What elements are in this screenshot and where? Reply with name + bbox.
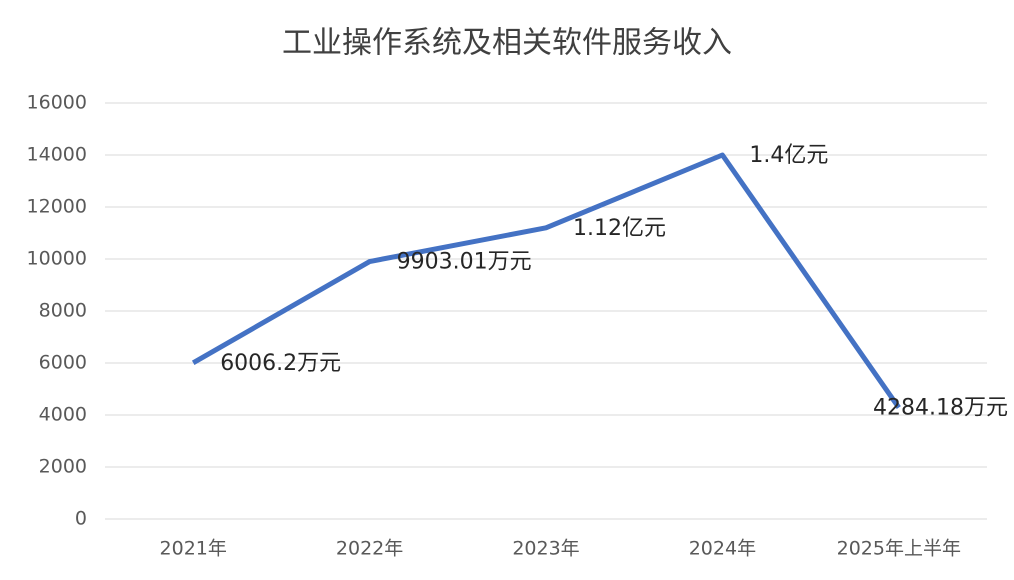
chart-title: 工业操作系统及相关软件服务收入 bbox=[282, 26, 732, 61]
y-tick-label: 10000 bbox=[27, 248, 87, 270]
x-tick-label: 2022年 bbox=[336, 538, 403, 560]
y-tick-label: 14000 bbox=[27, 144, 87, 166]
x-tick-label: 2025年上半年 bbox=[837, 538, 961, 560]
y-tick-label: 6000 bbox=[39, 352, 87, 374]
x-tick-label: 2021年 bbox=[160, 538, 227, 560]
x-tick-label: 2024年 bbox=[689, 538, 756, 560]
y-tick-label: 4000 bbox=[39, 404, 87, 426]
data-label: 1.12亿元 bbox=[573, 216, 666, 241]
y-tick-label: 0 bbox=[75, 508, 87, 530]
y-tick-label: 8000 bbox=[39, 300, 87, 322]
data-label: 4284.18万元 bbox=[873, 396, 1008, 421]
data-label: 6006.2万元 bbox=[220, 351, 341, 376]
line bbox=[191, 152, 901, 410]
data-label: 9903.01万元 bbox=[397, 250, 532, 275]
y-tick-label: 2000 bbox=[39, 456, 87, 478]
y-tick-label: 16000 bbox=[27, 92, 87, 114]
data-label: 1.4亿元 bbox=[749, 143, 828, 168]
y-tick-label: 12000 bbox=[27, 196, 87, 218]
x-tick-label: 2023年 bbox=[512, 538, 579, 560]
